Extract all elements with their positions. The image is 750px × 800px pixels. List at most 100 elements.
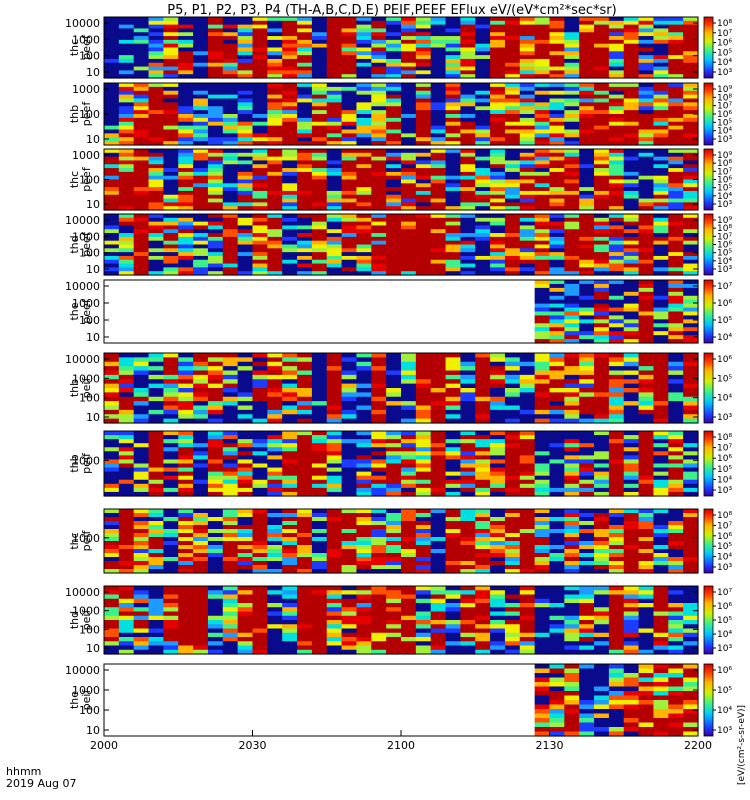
heatmap-cell xyxy=(193,141,209,146)
heatmap-cell xyxy=(356,17,372,22)
heatmap-cell xyxy=(178,418,194,424)
heatmap-cell xyxy=(193,537,209,542)
heatmap-cell xyxy=(475,388,491,393)
heatmap-cell xyxy=(594,569,610,574)
heatmap-cell xyxy=(178,414,194,420)
heatmap-cell xyxy=(668,533,684,538)
heatmap-cell xyxy=(445,263,461,268)
heatmap-cell xyxy=(415,149,432,154)
heatmap-cell xyxy=(638,549,655,554)
heatmap-cell xyxy=(297,435,313,440)
heatmap-cell xyxy=(445,17,461,22)
heatmap-cell xyxy=(252,396,268,402)
heatmap-cell xyxy=(475,357,491,363)
heatmap-cell xyxy=(222,541,239,546)
heatmap-cell xyxy=(445,517,461,522)
heatmap-cell xyxy=(282,221,298,227)
heatmap-cell xyxy=(118,491,135,497)
heatmap-cell xyxy=(549,361,565,367)
heatmap-cell xyxy=(252,66,268,71)
heatmap-cell xyxy=(594,327,610,332)
heatmap-cell xyxy=(237,370,254,376)
heatmap-cell xyxy=(178,252,194,257)
heatmap-cell xyxy=(193,259,209,265)
heatmap-cell xyxy=(371,361,387,367)
heatmap-cell xyxy=(267,513,283,518)
heatmap-cell xyxy=(534,443,551,448)
heatmap-cell xyxy=(297,175,313,181)
heatmap-cell xyxy=(341,62,358,68)
heatmap-cell xyxy=(683,58,699,64)
heatmap-cell xyxy=(297,557,313,562)
heatmap-cell xyxy=(549,339,565,344)
heatmap-cell xyxy=(401,66,417,71)
heatmap-cell xyxy=(193,221,209,227)
heatmap-cell xyxy=(207,459,224,465)
heatmap-cell xyxy=(371,383,387,389)
heatmap-cell xyxy=(475,271,491,276)
heatmap-cell xyxy=(311,353,328,358)
heatmap-cell xyxy=(326,190,343,196)
heatmap-cell xyxy=(163,443,179,448)
heatmap-cell xyxy=(579,370,595,376)
heatmap-cell xyxy=(297,90,313,96)
heatmap-cell xyxy=(401,479,417,485)
heatmap-cell xyxy=(594,379,610,385)
heatmap-cell xyxy=(193,32,209,37)
heatmap-cell xyxy=(638,388,655,393)
heatmap-cell xyxy=(207,435,224,440)
heatmap-cell xyxy=(668,137,684,142)
heatmap-cell xyxy=(133,58,150,64)
heatmap-cell xyxy=(653,214,669,219)
heatmap-cell xyxy=(504,51,521,56)
heatmap-cell xyxy=(311,74,328,79)
heatmap-cell xyxy=(683,513,699,518)
heatmap-cell xyxy=(237,183,254,188)
heatmap-cell xyxy=(133,431,150,436)
panel-frame xyxy=(103,430,699,497)
heatmap-cell xyxy=(341,248,358,253)
heatmap-cell xyxy=(415,55,432,60)
heatmap-cell xyxy=(104,553,120,558)
heatmap-cell xyxy=(668,335,684,340)
heatmap-cell xyxy=(267,141,283,146)
heatmap-cell xyxy=(252,509,268,514)
heatmap-cell xyxy=(683,114,699,119)
heatmap-cell xyxy=(148,229,164,234)
heatmap-cell xyxy=(371,236,387,242)
heatmap-cell xyxy=(401,447,417,452)
heatmap-cell xyxy=(311,32,328,37)
heatmap-cell xyxy=(623,217,640,223)
heatmap-cell xyxy=(282,32,298,37)
heatmap-cell xyxy=(638,149,655,154)
heatmap-cell xyxy=(222,603,239,608)
heatmap-cell xyxy=(430,509,447,514)
heatmap-cell xyxy=(163,594,179,600)
heatmap-cell xyxy=(401,361,417,367)
heatmap-cell xyxy=(504,361,521,367)
heatmap-cell xyxy=(207,271,224,276)
heatmap-cell xyxy=(311,28,328,33)
heatmap-cell xyxy=(237,569,254,574)
heatmap-cell xyxy=(653,160,669,165)
heatmap-cell xyxy=(415,271,432,276)
heatmap-cell xyxy=(460,405,476,411)
heatmap-cell xyxy=(252,164,268,169)
heatmap-cell xyxy=(341,214,358,219)
heatmap-cell xyxy=(653,339,669,344)
heatmap-cell xyxy=(653,459,669,465)
heatmap-cell xyxy=(683,20,699,26)
heatmap-cell xyxy=(490,187,506,192)
heatmap-cell xyxy=(519,94,536,100)
heatmap-cell xyxy=(445,383,461,389)
heatmap-cell xyxy=(133,509,150,514)
heatmap-cell xyxy=(193,388,209,393)
heatmap-cell xyxy=(594,168,610,173)
heatmap-cell xyxy=(133,641,150,647)
heatmap-cell xyxy=(683,463,699,469)
heatmap-cell xyxy=(504,229,521,234)
heatmap-cell xyxy=(237,439,254,444)
heatmap-cell xyxy=(118,117,135,123)
heatmap-cell xyxy=(371,198,387,203)
heatmap-cell xyxy=(356,66,372,71)
